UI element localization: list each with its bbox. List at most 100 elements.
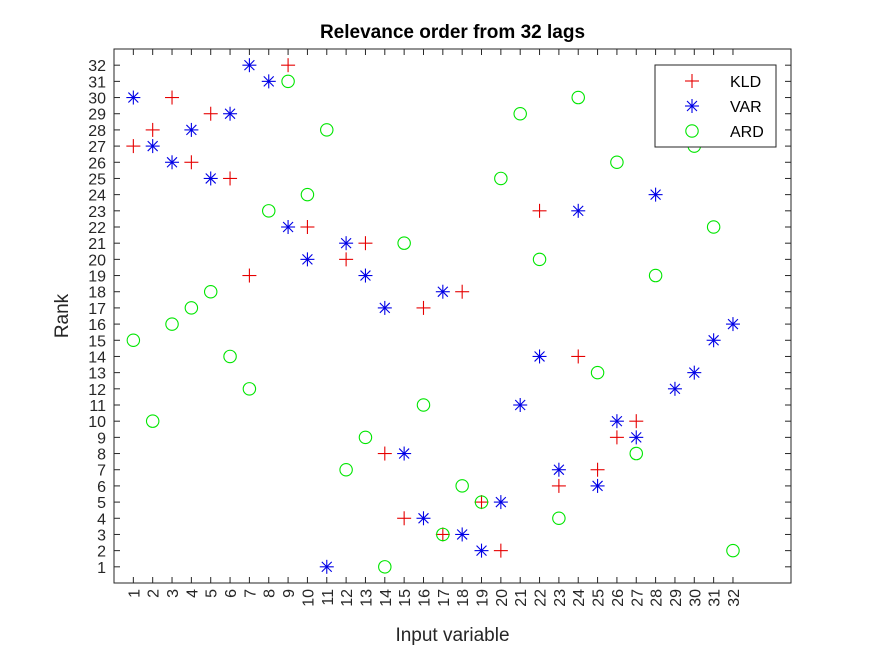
ard-point bbox=[436, 527, 450, 542]
ard-point bbox=[648, 268, 663, 283]
ard-point bbox=[281, 74, 295, 89]
y-tick-label: 3 bbox=[97, 527, 106, 544]
ard-point bbox=[494, 171, 508, 186]
x-tick-label: 9 bbox=[281, 589, 298, 598]
ard-point bbox=[474, 495, 489, 509]
ard-point bbox=[513, 106, 527, 121]
var-point bbox=[648, 187, 663, 202]
y-tick-label: 7 bbox=[97, 463, 106, 480]
y-tick-label: 2 bbox=[97, 544, 106, 561]
y-tick-label: 14 bbox=[88, 349, 106, 366]
var-point bbox=[319, 559, 334, 574]
y-tick-label: 24 bbox=[88, 188, 106, 205]
x-tick-label: 8 bbox=[262, 589, 279, 598]
kld-point bbox=[223, 171, 238, 186]
x-tick-label: 14 bbox=[378, 589, 395, 607]
y-tick-label: 4 bbox=[97, 511, 106, 528]
ard-point bbox=[610, 155, 624, 170]
var-point bbox=[416, 511, 431, 526]
series-var bbox=[126, 58, 740, 574]
ard-point bbox=[165, 317, 179, 331]
kld-point bbox=[397, 511, 412, 526]
var-point bbox=[300, 252, 315, 267]
legend-entry-var: VAR bbox=[685, 99, 762, 116]
kld-point bbox=[281, 58, 296, 73]
x-tick-label: 23 bbox=[552, 589, 569, 607]
x-tick-label: 30 bbox=[687, 589, 704, 607]
x-tick-label: 28 bbox=[649, 589, 666, 607]
var-point bbox=[590, 478, 605, 493]
var-point bbox=[242, 58, 257, 73]
y-tick-label: 1 bbox=[97, 560, 106, 577]
x-tick-label: 7 bbox=[242, 589, 259, 598]
var-point bbox=[435, 284, 450, 299]
ard-point bbox=[629, 446, 644, 461]
ard-point bbox=[126, 333, 141, 348]
x-tick-label: 16 bbox=[416, 589, 433, 607]
var-point bbox=[184, 122, 199, 137]
kld-point bbox=[145, 122, 160, 137]
ard-point bbox=[203, 284, 218, 299]
var-point bbox=[223, 106, 238, 121]
var-point bbox=[281, 220, 296, 234]
y-tick-label: 31 bbox=[88, 74, 106, 91]
y-tick-label: 19 bbox=[88, 269, 106, 286]
y-tick-label: 17 bbox=[88, 301, 106, 318]
y-tick-label: 9 bbox=[97, 430, 106, 447]
ard-point bbox=[571, 90, 585, 105]
ard-point bbox=[261, 204, 276, 218]
x-tick-label: 17 bbox=[436, 589, 453, 607]
y-tick-label: 28 bbox=[88, 123, 106, 140]
y-tick-label: 21 bbox=[88, 236, 106, 253]
legend-label-kld: KLD bbox=[730, 74, 761, 91]
x-tick-label: 31 bbox=[707, 589, 724, 607]
legend-entry-ard: ARD bbox=[685, 124, 764, 141]
y-tick-label: 10 bbox=[88, 414, 106, 431]
legend-box bbox=[654, 64, 777, 148]
x-tick-label: 12 bbox=[339, 589, 356, 607]
var-point bbox=[455, 527, 470, 542]
x-tick-label: 1 bbox=[126, 589, 143, 598]
kld-point bbox=[165, 90, 180, 105]
legend-label-var: VAR bbox=[730, 99, 762, 116]
ard-point bbox=[300, 187, 315, 202]
y-tick-label: 29 bbox=[88, 107, 106, 124]
x-tick-label: 26 bbox=[610, 589, 627, 607]
y-tick-label: 11 bbox=[89, 398, 106, 415]
y-axis-label: Rank bbox=[52, 293, 73, 338]
kld-point bbox=[300, 220, 315, 234]
var-point bbox=[706, 333, 721, 348]
kld-point bbox=[339, 252, 354, 267]
var-point bbox=[551, 462, 566, 477]
x-tick-label: 32 bbox=[726, 589, 743, 607]
var-point bbox=[126, 90, 141, 105]
var-point bbox=[397, 446, 412, 461]
ard-point bbox=[223, 349, 237, 364]
legend: KLD VAR ARD bbox=[654, 64, 777, 148]
x-tick-label: 5 bbox=[204, 589, 221, 598]
kld-point bbox=[590, 462, 605, 477]
x-axis-label: Input variable bbox=[395, 625, 509, 646]
x-tick-label: 10 bbox=[300, 589, 317, 607]
x-tick-label: 20 bbox=[494, 589, 511, 607]
var-point bbox=[165, 155, 180, 170]
ard-point bbox=[416, 398, 431, 412]
x-tick-label: 3 bbox=[165, 589, 182, 598]
var-point bbox=[203, 171, 218, 186]
legend-marker-ard bbox=[685, 124, 699, 138]
x-tick-label: 29 bbox=[668, 589, 685, 607]
ard-point bbox=[552, 511, 566, 526]
ard-point bbox=[378, 560, 392, 574]
x-tick-label: 2 bbox=[146, 589, 163, 598]
ard-point bbox=[358, 430, 373, 445]
var-point bbox=[377, 300, 392, 315]
kld-point bbox=[203, 106, 218, 121]
kld-point bbox=[416, 300, 431, 315]
kld-point bbox=[629, 414, 644, 429]
y-tick-label: 13 bbox=[88, 366, 106, 383]
var-point bbox=[571, 203, 586, 218]
legend-marker-kld bbox=[685, 74, 699, 88]
var-point bbox=[474, 543, 489, 558]
legend-entry-kld: KLD bbox=[685, 74, 761, 91]
